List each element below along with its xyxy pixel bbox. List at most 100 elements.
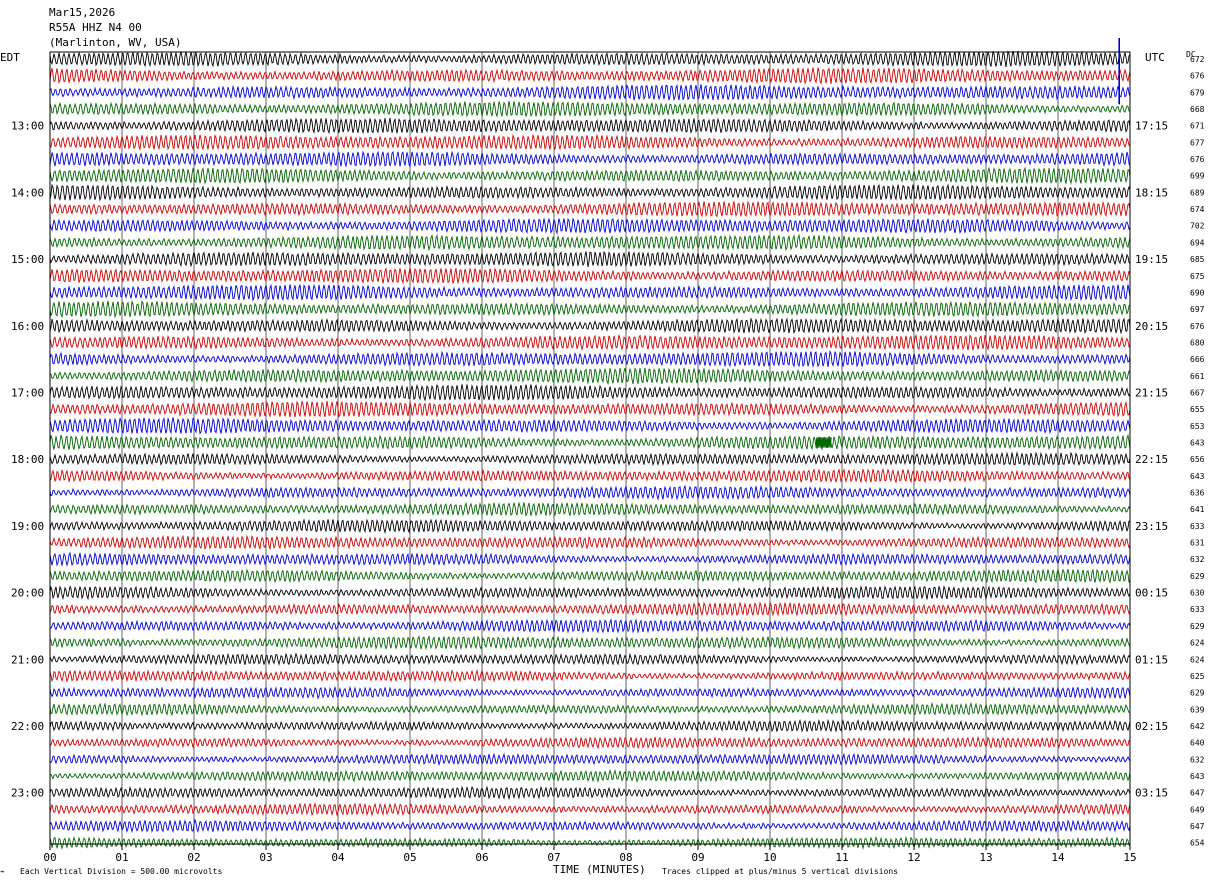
dc-values: 672 676 679 668 671 677 676 699 689 674 702 694 685 6… <box>1190 55 1205 848</box>
x-tick-label-07: 07 <box>547 851 560 864</box>
trace-row-1 <box>49 66 1131 86</box>
trace-row-18 <box>49 349 1131 368</box>
dc-value: 697 <box>1190 305 1205 314</box>
dc-header-label: DC <box>1186 50 1196 59</box>
dc-value: 654 <box>1190 839 1205 848</box>
dc-value: 632 <box>1190 555 1205 564</box>
trace-row-5 <box>49 133 1131 151</box>
trace-row-17 <box>49 333 1131 351</box>
seismic-traces <box>49 38 1131 850</box>
dc-value: 640 <box>1190 739 1205 748</box>
x-tick-label-14: 14 <box>1051 851 1065 864</box>
dc-value: 668 <box>1190 105 1205 114</box>
trace-row-46 <box>49 818 1131 834</box>
dc-value: 694 <box>1190 238 1205 247</box>
trace-row-22 <box>49 417 1131 435</box>
trace-row-34 <box>49 618 1131 634</box>
trace-row-45 <box>49 802 1131 817</box>
trace-row-10 <box>49 217 1131 235</box>
dc-value: 666 <box>1190 355 1205 364</box>
edt-label: 17:00 <box>11 386 44 399</box>
dc-value: 674 <box>1190 205 1205 214</box>
dc-value: 656 <box>1190 455 1205 464</box>
trace-row-42 <box>49 752 1131 767</box>
utc-label: 23:15 <box>1135 520 1168 533</box>
trace-row-11 <box>49 233 1131 252</box>
x-axis-title: TIME (MINUTES) <box>553 863 646 876</box>
dc-value: 642 <box>1190 722 1205 731</box>
trace-row-15 <box>49 299 1131 319</box>
dc-value: 633 <box>1190 605 1205 614</box>
trace-row-21 <box>49 399 1131 418</box>
trace-row-28 <box>49 518 1131 535</box>
trace-row-47 <box>49 835 1131 850</box>
dc-value: 641 <box>1190 505 1205 514</box>
dc-value: 624 <box>1190 639 1205 648</box>
dc-value: 675 <box>1190 272 1205 281</box>
utc-label: 18:15 <box>1135 186 1168 199</box>
trace-row-6 <box>49 150 1131 168</box>
dc-value: 643 <box>1190 438 1205 447</box>
edt-label: 22:00 <box>11 720 44 733</box>
x-tick-label-15: 15 <box>1123 851 1136 864</box>
dc-value: 699 <box>1190 172 1205 181</box>
trace-row-7 <box>49 166 1131 185</box>
dc-value: 629 <box>1190 689 1205 698</box>
dc-value: 680 <box>1190 338 1205 347</box>
dc-value: 685 <box>1190 255 1205 264</box>
date-label: Mar15,2026 <box>49 6 115 19</box>
dc-value: 672 <box>1190 55 1205 64</box>
trace-row-32 <box>49 584 1131 601</box>
trace-row-39 <box>49 701 1131 717</box>
dc-value: 636 <box>1190 489 1205 498</box>
trace-row-8 <box>49 183 1131 202</box>
trace-row-35 <box>49 635 1131 651</box>
event-burst-1 <box>815 437 832 448</box>
edt-label: 20:00 <box>11 587 44 600</box>
clip-footnote: Traces clipped at plus/minus 5 vertical … <box>662 867 898 876</box>
dc-value: 676 <box>1190 72 1205 81</box>
dc-value: 624 <box>1190 655 1205 664</box>
utc-label: 00:15 <box>1135 587 1168 600</box>
trace-row-3 <box>49 100 1131 118</box>
plot-frame <box>49 51 1131 845</box>
trace-row-23 <box>49 433 1131 451</box>
trace-row-2 <box>49 83 1131 102</box>
dc-value: 677 <box>1190 138 1205 147</box>
x-tick-label-05: 05 <box>403 851 416 864</box>
dc-value: 702 <box>1190 222 1205 231</box>
trace-row-25 <box>49 467 1131 484</box>
dc-value: 632 <box>1190 755 1205 764</box>
edt-label: 16:00 <box>11 320 44 333</box>
dc-value: 676 <box>1190 155 1205 164</box>
dc-value: 655 <box>1190 405 1205 414</box>
dc-value: 661 <box>1190 372 1205 381</box>
trace-row-14 <box>49 283 1131 302</box>
trace-row-31 <box>49 567 1131 584</box>
dc-value: 671 <box>1190 122 1205 131</box>
x-tick-label-13: 13 <box>979 851 992 864</box>
x-tick-label-03: 03 <box>259 851 272 864</box>
left-timezone-label: EDT <box>0 51 20 64</box>
utc-label: 22:15 <box>1135 453 1168 466</box>
dc-value: 647 <box>1190 789 1205 798</box>
dc-value: 639 <box>1190 705 1205 714</box>
x-tick-label-12: 12 <box>907 851 920 864</box>
dc-value: 667 <box>1190 388 1205 397</box>
trace-row-12 <box>49 250 1131 268</box>
trace-row-27 <box>49 501 1131 517</box>
dc-value: 649 <box>1190 805 1205 814</box>
dc-value: 633 <box>1190 522 1205 531</box>
x-tick-label-01: 01 <box>115 851 128 864</box>
trace-row-20 <box>49 383 1131 402</box>
utc-label: 03:15 <box>1135 787 1168 800</box>
dc-value: 676 <box>1190 322 1205 331</box>
utc-label: 02:15 <box>1135 720 1168 733</box>
right-timezone-label: UTC <box>1145 51 1165 64</box>
edt-label: 23:00 <box>11 787 44 800</box>
trace-row-19 <box>49 367 1131 386</box>
utc-label: 21:15 <box>1135 386 1168 399</box>
x-tick-label-09: 09 <box>691 851 704 864</box>
trace-row-44 <box>49 785 1131 801</box>
